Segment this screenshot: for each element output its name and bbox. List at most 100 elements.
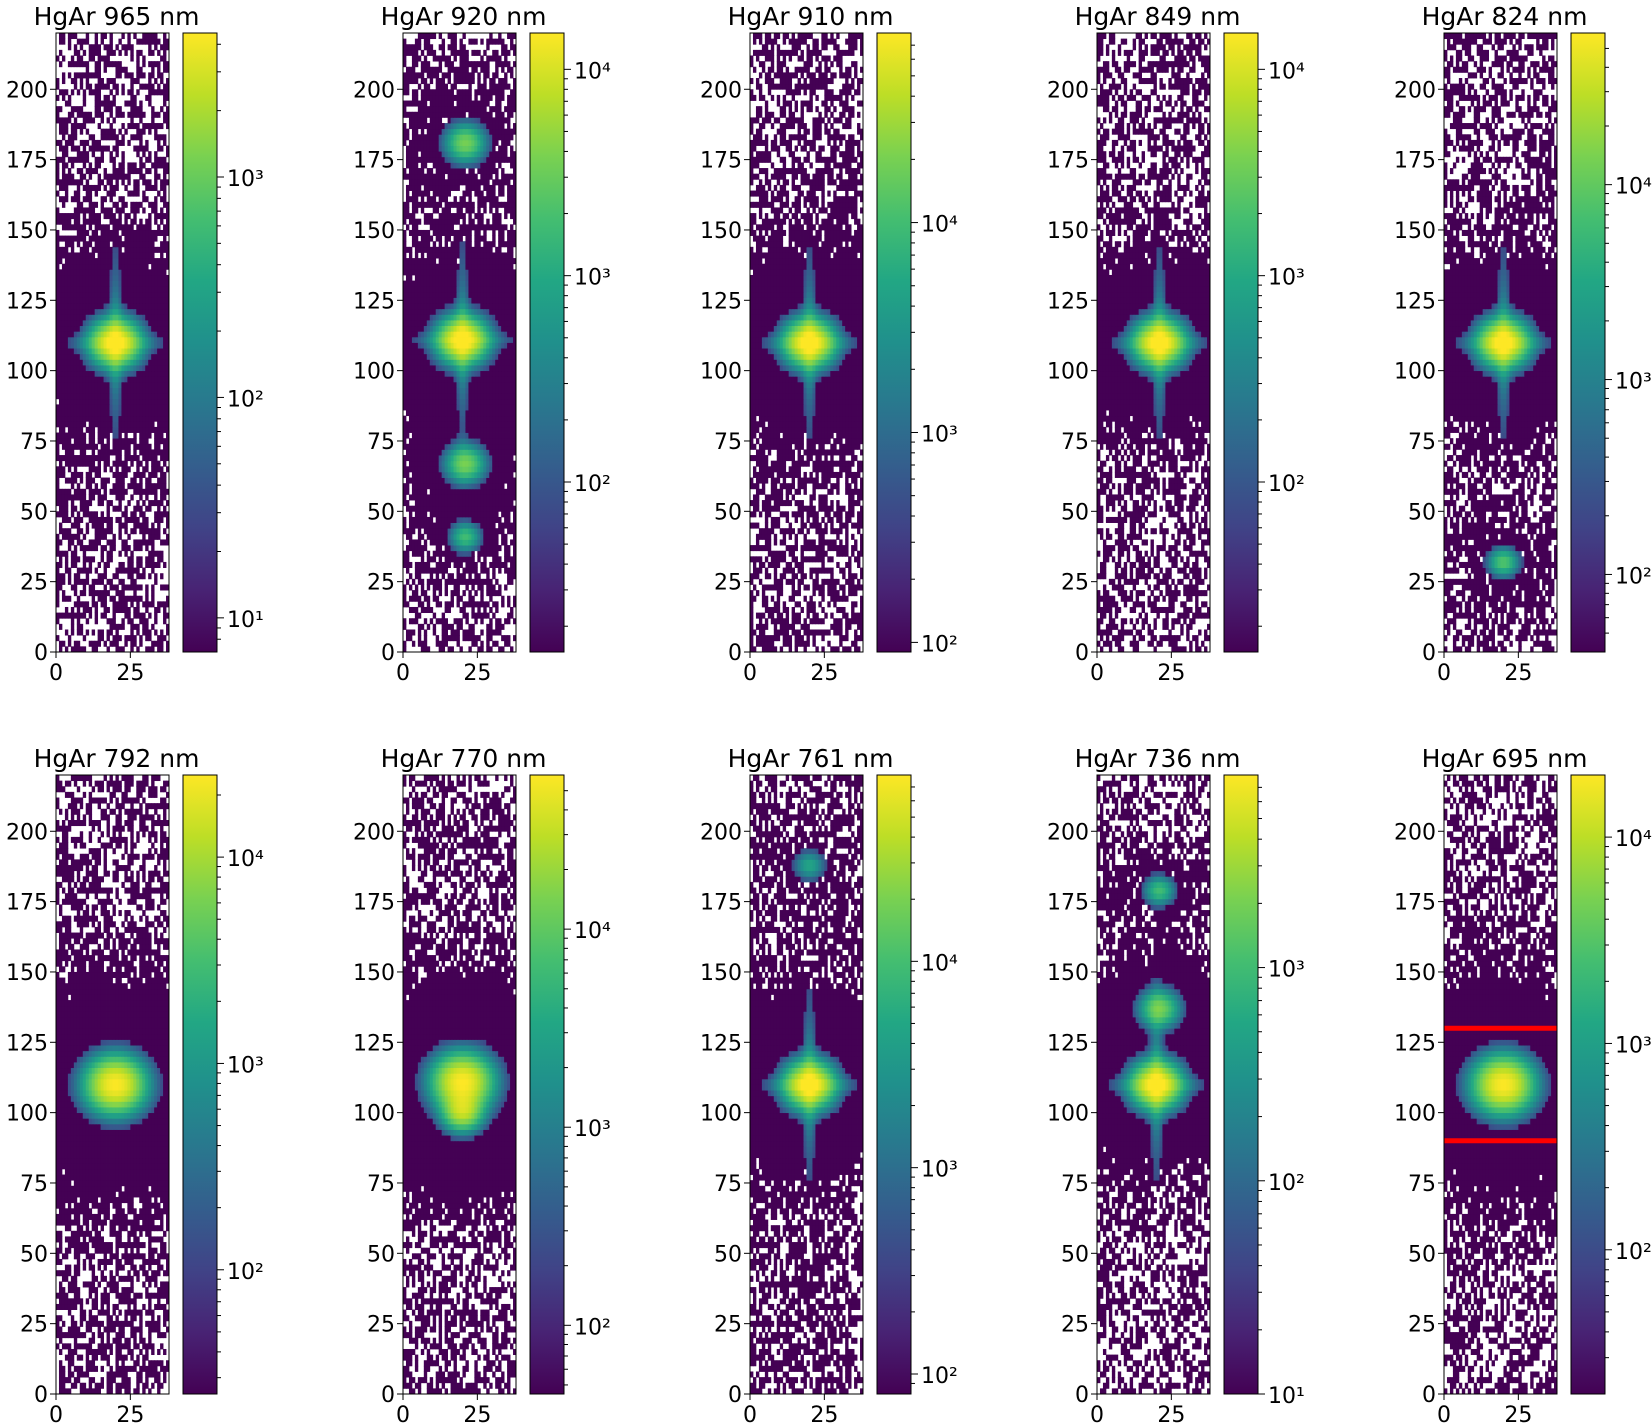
y-tick-label: 25: [1061, 1313, 1089, 1338]
colorbar-tick-label: 10⁴: [1615, 175, 1652, 200]
y-tick-label: 0: [728, 1383, 742, 1408]
subplot-title: HgAr 965 nm: [34, 2, 200, 31]
heatmap-image: [56, 775, 169, 1394]
colorbar-tick-label: 10²: [921, 1364, 958, 1389]
y-tick-label: 125: [700, 289, 742, 314]
x-tick-label: 0: [49, 1403, 63, 1426]
y-tick-label: 175: [1394, 891, 1436, 916]
y-tick-label: 75: [367, 1172, 395, 1197]
y-tick-label: 100: [700, 360, 742, 385]
y-tick-label: 150: [1394, 219, 1436, 244]
heatmap-image: [403, 775, 516, 1394]
y-tick-label: 150: [6, 219, 48, 244]
x-tick-label: 0: [49, 661, 63, 686]
y-tick-label: 25: [20, 571, 48, 596]
x-tick-label: 25: [1157, 661, 1185, 686]
colorbar-tick-label: 10²: [1615, 564, 1652, 589]
y-tick-label: 75: [1061, 1172, 1089, 1197]
y-tick-label: 50: [714, 1242, 742, 1267]
x-tick-label: 0: [1090, 661, 1104, 686]
y-tick-label: 75: [20, 430, 48, 455]
y-tick-label: 150: [6, 961, 48, 986]
x-tick-label: 0: [743, 1403, 757, 1426]
x-tick-label: 25: [810, 661, 838, 686]
y-tick-label: 175: [353, 891, 395, 916]
y-tick-label: 0: [34, 1383, 48, 1408]
heatmap-image: [1097, 33, 1210, 652]
colorbar-gradient: [1224, 775, 1258, 1394]
y-tick-label: 150: [700, 961, 742, 986]
y-tick-label: 50: [367, 1242, 395, 1267]
y-tick-label: 175: [1047, 891, 1089, 916]
y-tick-label: 0: [381, 641, 395, 666]
y-tick-label: 75: [714, 1172, 742, 1197]
y-tick-label: 25: [367, 571, 395, 596]
heatmap-image: [750, 33, 863, 652]
y-tick-label: 0: [728, 641, 742, 666]
x-tick-label: 0: [1437, 661, 1451, 686]
y-tick-label: 50: [367, 500, 395, 525]
colorbar-tick-label: 10⁴: [1615, 827, 1652, 852]
colorbar-gradient: [183, 775, 217, 1394]
y-tick-label: 25: [714, 571, 742, 596]
x-tick-label: 0: [396, 661, 410, 686]
colorbar-tick-label: 10⁴: [574, 919, 611, 944]
colorbar-gradient: [530, 33, 564, 652]
y-tick-label: 75: [20, 1172, 48, 1197]
y-tick-label: 50: [714, 500, 742, 525]
colorbar-tick-label: 10²: [574, 472, 611, 497]
x-tick-label: 0: [743, 661, 757, 686]
y-tick-label: 100: [1047, 360, 1089, 385]
y-tick-label: 175: [700, 149, 742, 174]
y-tick-label: 175: [6, 891, 48, 916]
x-tick-label: 25: [1504, 1403, 1532, 1426]
y-tick-label: 125: [353, 289, 395, 314]
y-tick-label: 100: [1394, 1102, 1436, 1127]
y-tick-label: 25: [1061, 571, 1089, 596]
y-tick-label: 200: [700, 820, 742, 845]
y-tick-label: 0: [381, 1383, 395, 1408]
colorbar-gradient: [1571, 33, 1605, 652]
colorbar-tick-label: 10³: [1268, 958, 1305, 983]
y-tick-label: 125: [700, 1031, 742, 1056]
colorbar-gradient: [877, 33, 911, 652]
x-tick-label: 25: [810, 1403, 838, 1426]
y-tick-label: 200: [1047, 78, 1089, 103]
y-tick-label: 100: [1047, 1102, 1089, 1127]
y-tick-label: 25: [367, 1313, 395, 1338]
y-tick-label: 100: [353, 360, 395, 385]
x-tick-label: 25: [116, 1403, 144, 1426]
colorbar-tick-label: 10⁴: [227, 847, 264, 872]
colorbar-tick-label: 10²: [574, 1315, 611, 1340]
x-tick-label: 25: [463, 661, 491, 686]
y-tick-label: 175: [1047, 149, 1089, 174]
y-tick-label: 150: [1047, 961, 1089, 986]
y-tick-label: 200: [1047, 820, 1089, 845]
x-tick-label: 25: [463, 1403, 491, 1426]
y-tick-label: 100: [353, 1102, 395, 1127]
colorbar-tick-label: 10⁴: [1268, 59, 1305, 84]
y-tick-label: 150: [700, 219, 742, 244]
x-tick-label: 0: [1437, 1403, 1451, 1426]
y-tick-label: 75: [1061, 430, 1089, 455]
y-tick-label: 125: [1047, 289, 1089, 314]
y-tick-label: 50: [20, 500, 48, 525]
y-tick-label: 200: [1394, 820, 1436, 845]
y-tick-label: 0: [1422, 1383, 1436, 1408]
y-tick-label: 150: [1394, 961, 1436, 986]
colorbar-gradient: [1571, 775, 1605, 1394]
colorbar-tick-label: 10³: [1268, 266, 1305, 291]
